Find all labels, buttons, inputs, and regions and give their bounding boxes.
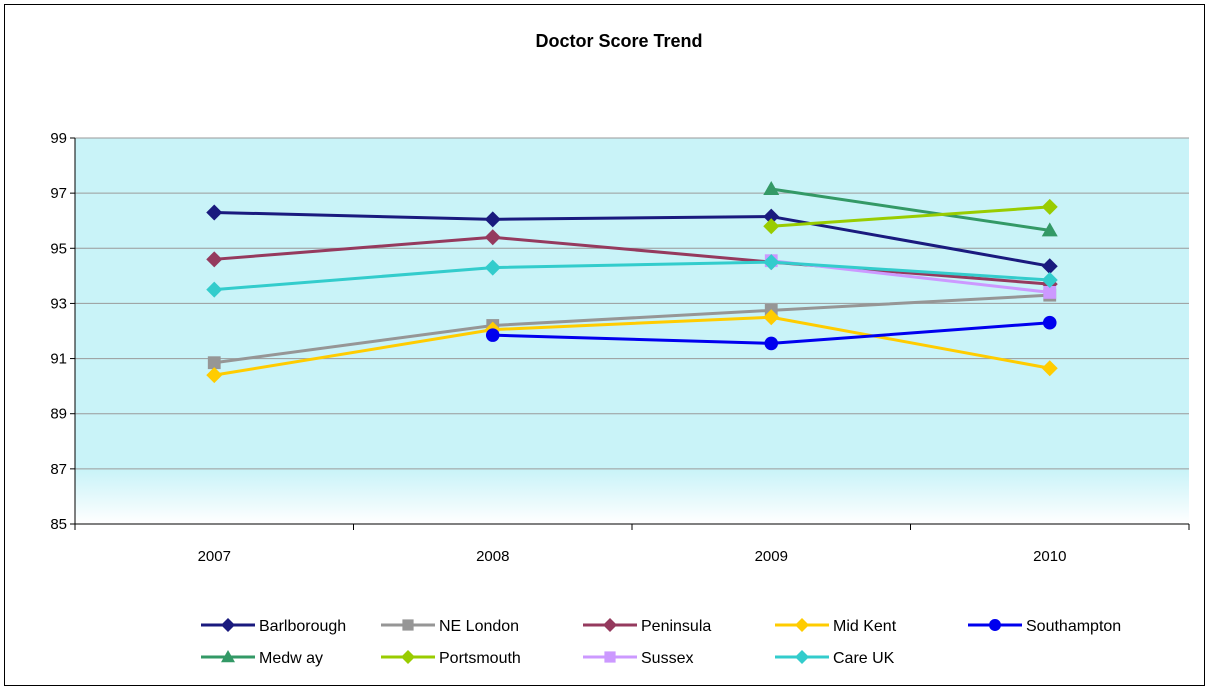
series-line-1 (214, 293, 1050, 365)
data-point-4-1 (485, 328, 500, 342)
legend-item-4: Southampton (968, 618, 1121, 635)
legend-label: NE London (439, 618, 519, 635)
series-4 (485, 315, 1057, 351)
data-point-0-0 (206, 204, 223, 221)
x-tick-label-2007: 2007 (198, 548, 231, 565)
series-line-8 (214, 260, 1050, 292)
data-point-0-3 (1041, 258, 1058, 275)
data-point-0-1 (484, 211, 501, 228)
legend-marker (604, 651, 616, 663)
y-tick-label: 87 (50, 461, 67, 478)
data-point-6-2 (763, 218, 780, 235)
legend: Barlborough NE London Peninsula Mid Kent Sou… (201, 618, 1121, 667)
data-point-2-1 (484, 229, 501, 246)
data-point-0-2 (763, 208, 780, 225)
legend-label: Medw ay (259, 650, 323, 667)
x-tick-label-2009: 2009 (755, 548, 788, 565)
data-point-3-2 (763, 309, 780, 326)
legend-marker (402, 619, 414, 631)
legend-item-1: NE London (381, 618, 519, 635)
legend-label: Peninsula (641, 618, 711, 635)
chart-title: Doctor Score Trend (535, 31, 702, 51)
legend-item-3: Mid Kent (775, 618, 897, 635)
legend-marker (795, 650, 809, 664)
y-tick-label: 95 (50, 240, 67, 257)
legend-marker (795, 618, 809, 632)
legend-label: Mid Kent (833, 618, 897, 635)
legend-label: Care UK (833, 650, 895, 667)
plot-area (75, 138, 1189, 524)
series-line-3 (214, 315, 1051, 377)
legend-label: Portsmouth (439, 650, 521, 667)
legend-item-8: Care UK (775, 650, 895, 667)
axes: 85 87 89 91 93 95 97 99 2007 2008 2009 2010 (50, 130, 1190, 565)
data-point-3-0 (206, 367, 223, 384)
series-8 (206, 254, 1058, 298)
legend-label: Barlborough (259, 618, 346, 635)
data-point-6-3 (1041, 198, 1058, 215)
series-5 (763, 181, 1058, 237)
x-tick-label-2010: 2010 (1033, 548, 1066, 565)
data-point-2-0 (206, 251, 223, 268)
legend-item-5: Medw ay (201, 650, 323, 667)
y-tick-label: 97 (50, 185, 67, 202)
data-point-8-3 (1041, 271, 1058, 288)
data-point-8-0 (206, 281, 223, 298)
legend-marker (603, 618, 617, 632)
series-3 (206, 309, 1058, 384)
series-line-5 (771, 187, 1050, 232)
x-tick-label-2008: 2008 (476, 548, 509, 565)
data-point-3-3 (1041, 360, 1058, 377)
data-point-1-0 (207, 356, 221, 370)
series-line-2 (214, 235, 1050, 286)
series-line-6 (771, 205, 1050, 228)
legend-item-0: Barlborough (201, 618, 346, 635)
y-tick-label: 93 (50, 295, 67, 312)
data-point-4-3 (1042, 315, 1057, 330)
legend-marker (401, 650, 415, 664)
legend-label: Southampton (1026, 618, 1121, 635)
series-line-0 (214, 210, 1051, 268)
legend-item-2: Peninsula (583, 618, 711, 635)
data-point-5-3 (1041, 222, 1058, 237)
y-tick-label: 91 (50, 351, 67, 368)
y-tick-label: 85 (50, 516, 67, 533)
legend-label: Sussex (641, 650, 693, 667)
legend-item-6: Portsmouth (381, 650, 521, 667)
data-point-8-1 (484, 259, 501, 276)
chart-frame: Doctor Score Trend 85 87 89 91 93 95 97 99 2007 2… (4, 4, 1205, 686)
data-point-4-2 (764, 336, 779, 351)
series-lines (206, 181, 1058, 384)
series-0 (206, 204, 1058, 275)
legend-marker (989, 619, 1001, 631)
y-tick-label: 99 (50, 130, 67, 147)
series-6 (763, 198, 1058, 235)
y-tick-label: 89 (50, 406, 67, 423)
legend-item-7: Sussex (583, 650, 693, 667)
legend-marker (221, 650, 235, 663)
doctor-score-chart: Doctor Score Trend 85 87 89 91 93 95 97 99 2007 2… (50, 31, 1190, 667)
data-point-5-2 (763, 181, 780, 196)
data-point-7-3 (1043, 286, 1057, 299)
legend-marker (221, 618, 235, 632)
data-point-8-2 (763, 254, 780, 271)
